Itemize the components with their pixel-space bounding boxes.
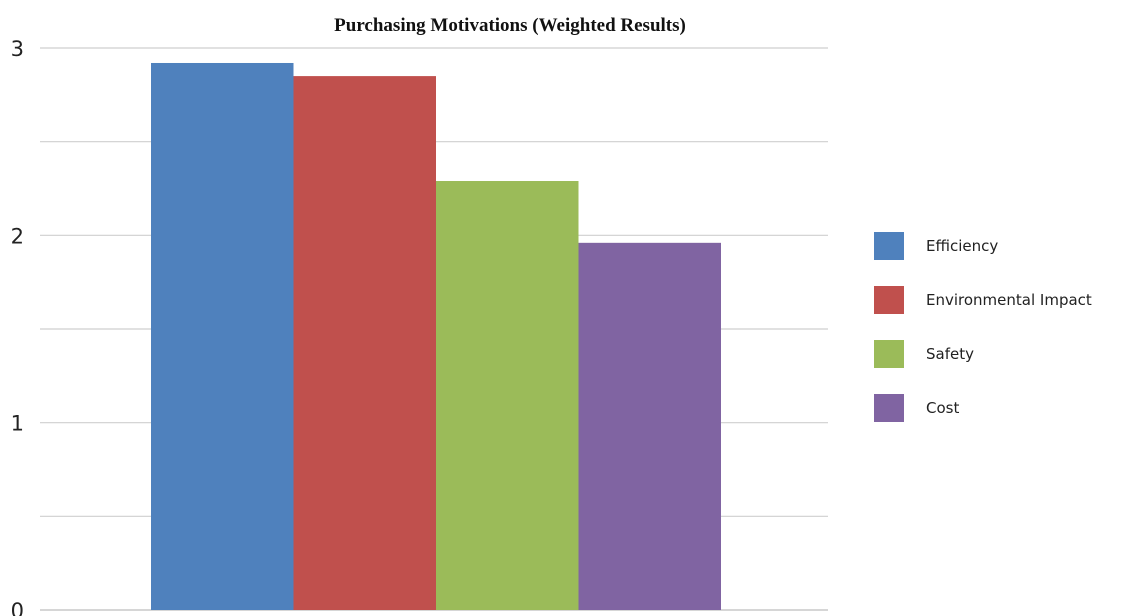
legend-label: Cost (926, 399, 959, 417)
legend: Efficiency Environmental Impact Safety Cost (874, 232, 1092, 422)
bar-safety (436, 181, 579, 611)
legend-label: Safety (926, 345, 974, 363)
bar-efficiency (151, 62, 294, 610)
bars (151, 62, 721, 611)
legend-swatch (874, 340, 904, 368)
y-axis-ticks: 0 1 2 3 (11, 37, 24, 616)
y-tick-label: 2 (11, 224, 24, 248)
y-tick-label: 0 (11, 599, 24, 616)
y-tick-label: 1 (11, 412, 24, 436)
legend-label: Efficiency (926, 237, 998, 255)
bar-environmental-impact (293, 76, 436, 611)
bar-cost (578, 242, 721, 610)
legend-swatch (874, 394, 904, 422)
legend-swatch (874, 232, 904, 260)
legend-label: Environmental Impact (926, 291, 1092, 309)
chart-title: Purchasing Motivations (Weighted Results… (334, 15, 686, 36)
y-tick-label: 3 (11, 37, 24, 61)
legend-swatch (874, 286, 904, 314)
